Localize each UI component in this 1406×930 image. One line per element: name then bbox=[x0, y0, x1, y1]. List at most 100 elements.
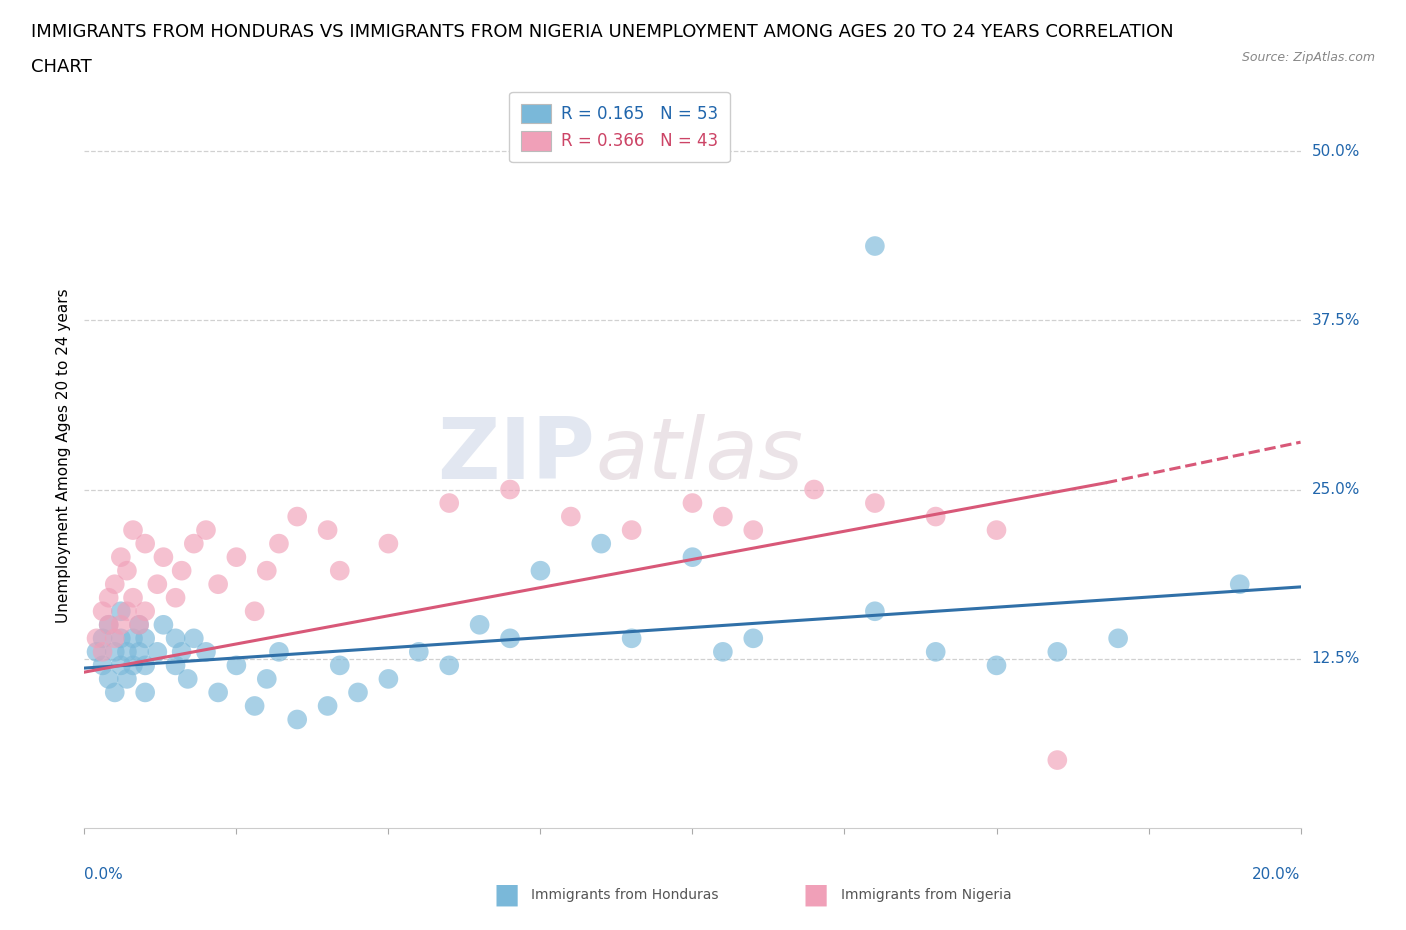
Text: 37.5%: 37.5% bbox=[1312, 312, 1360, 328]
Point bbox=[134, 631, 156, 645]
Point bbox=[925, 509, 948, 524]
Point bbox=[134, 685, 156, 700]
Point bbox=[128, 644, 150, 659]
Point bbox=[146, 644, 169, 659]
Point bbox=[711, 509, 734, 524]
Point bbox=[97, 671, 120, 686]
Point bbox=[97, 618, 120, 632]
Point bbox=[863, 604, 886, 618]
Point bbox=[134, 604, 156, 618]
Point bbox=[134, 658, 156, 672]
Point bbox=[863, 239, 886, 254]
Point bbox=[267, 644, 290, 659]
Text: ■: ■ bbox=[803, 881, 828, 909]
Point bbox=[499, 631, 522, 645]
Point bbox=[115, 671, 138, 686]
Text: ■: ■ bbox=[494, 881, 519, 909]
Point bbox=[803, 482, 825, 497]
Point bbox=[986, 658, 1008, 672]
Point bbox=[122, 631, 145, 645]
Point bbox=[620, 523, 643, 538]
Legend: R = 0.165   N = 53, R = 0.366   N = 43: R = 0.165 N = 53, R = 0.366 N = 43 bbox=[509, 92, 730, 162]
Point bbox=[316, 523, 339, 538]
Point bbox=[146, 577, 169, 591]
Point bbox=[122, 523, 145, 538]
Point bbox=[110, 631, 132, 645]
Point bbox=[377, 537, 399, 551]
Point bbox=[165, 658, 187, 672]
Point bbox=[128, 618, 150, 632]
Point bbox=[620, 631, 643, 645]
Point bbox=[1046, 644, 1069, 659]
Point bbox=[329, 564, 352, 578]
Point bbox=[439, 496, 461, 511]
Point bbox=[682, 550, 704, 565]
Point bbox=[377, 671, 399, 686]
Point bbox=[110, 550, 132, 565]
Point bbox=[104, 685, 127, 700]
Point bbox=[207, 685, 229, 700]
Point bbox=[183, 631, 205, 645]
Point bbox=[152, 618, 174, 632]
Point bbox=[711, 644, 734, 659]
Point bbox=[97, 591, 120, 605]
Point bbox=[91, 631, 114, 645]
Point bbox=[104, 644, 127, 659]
Point bbox=[115, 564, 138, 578]
Point bbox=[256, 564, 278, 578]
Point bbox=[285, 509, 308, 524]
Point bbox=[863, 496, 886, 511]
Point bbox=[1107, 631, 1129, 645]
Point bbox=[591, 537, 613, 551]
Point bbox=[986, 523, 1008, 538]
Text: Immigrants from Nigeria: Immigrants from Nigeria bbox=[841, 887, 1011, 902]
Point bbox=[152, 550, 174, 565]
Text: atlas: atlas bbox=[595, 414, 803, 498]
Point bbox=[115, 604, 138, 618]
Point bbox=[225, 658, 247, 672]
Point bbox=[86, 631, 108, 645]
Point bbox=[104, 577, 127, 591]
Text: 25.0%: 25.0% bbox=[1312, 482, 1360, 497]
Point bbox=[682, 496, 704, 511]
Point bbox=[529, 564, 551, 578]
Point bbox=[110, 618, 132, 632]
Text: Source: ZipAtlas.com: Source: ZipAtlas.com bbox=[1241, 51, 1375, 64]
Text: CHART: CHART bbox=[31, 58, 91, 75]
Point bbox=[122, 591, 145, 605]
Point bbox=[110, 658, 132, 672]
Point bbox=[110, 604, 132, 618]
Text: ZIP: ZIP bbox=[437, 414, 595, 498]
Point bbox=[439, 658, 461, 672]
Point bbox=[742, 523, 765, 538]
Point bbox=[499, 482, 522, 497]
Point bbox=[1046, 752, 1069, 767]
Point bbox=[115, 644, 138, 659]
Text: IMMIGRANTS FROM HONDURAS VS IMMIGRANTS FROM NIGERIA UNEMPLOYMENT AMONG AGES 20 T: IMMIGRANTS FROM HONDURAS VS IMMIGRANTS F… bbox=[31, 23, 1174, 41]
Text: Immigrants from Honduras: Immigrants from Honduras bbox=[531, 887, 718, 902]
Text: 50.0%: 50.0% bbox=[1312, 144, 1360, 159]
Point bbox=[183, 537, 205, 551]
Point bbox=[347, 685, 370, 700]
Point bbox=[170, 644, 193, 659]
Text: 12.5%: 12.5% bbox=[1312, 651, 1360, 666]
Point bbox=[134, 537, 156, 551]
Point bbox=[207, 577, 229, 591]
Point bbox=[104, 631, 127, 645]
Point bbox=[243, 698, 266, 713]
Point bbox=[177, 671, 200, 686]
Point bbox=[408, 644, 430, 659]
Text: 20.0%: 20.0% bbox=[1253, 867, 1301, 882]
Point bbox=[267, 537, 290, 551]
Point bbox=[194, 523, 218, 538]
Point bbox=[91, 658, 114, 672]
Point bbox=[925, 644, 948, 659]
Point bbox=[742, 631, 765, 645]
Point bbox=[468, 618, 491, 632]
Point bbox=[316, 698, 339, 713]
Point bbox=[243, 604, 266, 618]
Point bbox=[91, 644, 114, 659]
Point bbox=[86, 644, 108, 659]
Point bbox=[170, 564, 193, 578]
Point bbox=[122, 658, 145, 672]
